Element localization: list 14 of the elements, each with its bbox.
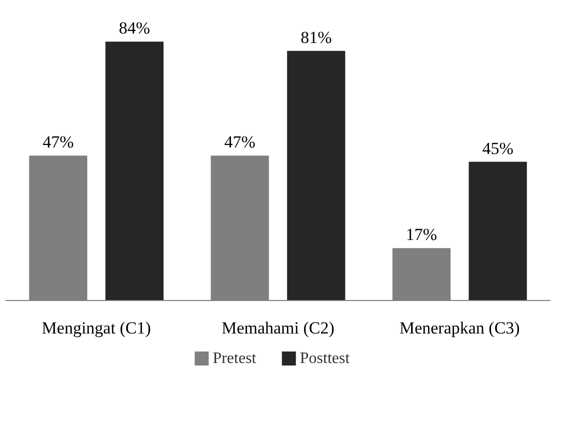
x-tick-label: Memahami (C2) [222,318,334,338]
bar [287,50,346,300]
data-label: 47% [42,132,74,152]
data-label: 81% [300,28,332,47]
bar [468,162,527,300]
x-tick-label: Menerapkan (C3) [399,318,520,338]
x-tick-label: Mengingat (C1) [42,318,151,338]
data-label: 84% [118,18,150,38]
data-label: 47% [224,132,256,152]
data-label: 17% [406,225,438,244]
legend-label: Pretest [212,350,257,367]
legend-label: Posttest [300,350,350,367]
data-label: 45% [482,138,514,158]
bar [105,42,164,300]
